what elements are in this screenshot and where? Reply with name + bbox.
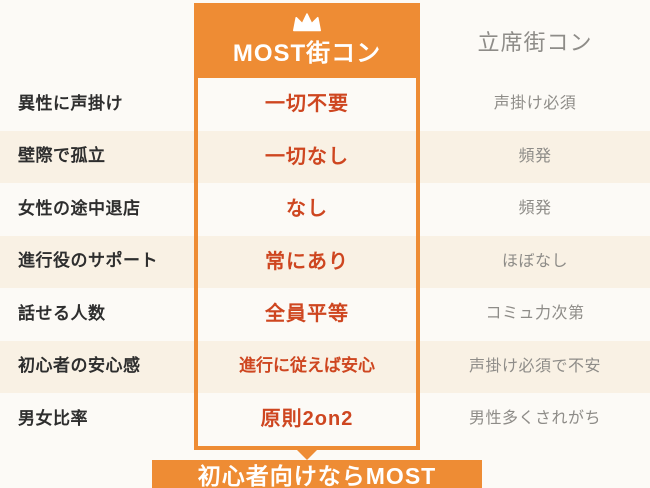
row-label: 女性の途中退店 bbox=[18, 198, 141, 218]
row-label: 話せる人数 bbox=[18, 303, 106, 323]
table-row: 異性に声掛け 一切不要 声掛け必須 bbox=[0, 78, 650, 131]
table-body: 異性に声掛け 一切不要 声掛け必須 壁際で孤立 一切なし 頻発 女性の途中退店 … bbox=[0, 78, 650, 446]
most-value: 一切なし bbox=[265, 145, 349, 168]
other-value: 頻発 bbox=[518, 147, 552, 165]
most-column-header: MOST街コン bbox=[194, 3, 420, 78]
other-value: 男性多くされがち bbox=[468, 410, 601, 428]
most-value: 原則2on2 bbox=[260, 408, 354, 431]
crown-icon bbox=[293, 13, 321, 32]
conclusion-banner: 初心者向けならMOST bbox=[152, 460, 482, 488]
table-row: 進行役のサポート 常にあり ほぼなし bbox=[0, 235, 650, 288]
most-value: なし bbox=[286, 198, 328, 221]
other-column-header: 立席街コン bbox=[477, 29, 593, 55]
other-value: コミュ力次第 bbox=[485, 305, 585, 323]
other-value: 頻発 bbox=[518, 200, 552, 218]
other-value: ほぼなし bbox=[501, 252, 568, 270]
arrow-down-icon bbox=[297, 450, 317, 460]
most-column-title: MOST街コン bbox=[232, 40, 382, 67]
row-label: 異性に声掛け bbox=[18, 93, 123, 113]
row-label: 壁際で孤立 bbox=[18, 146, 106, 166]
table-row: 話せる人数 全員平等 コミュ力次第 bbox=[0, 288, 650, 341]
most-value: 進行に従えば安心 bbox=[239, 356, 375, 376]
most-value: 一切不要 bbox=[265, 93, 349, 116]
other-value: 声掛け必須で不安 bbox=[468, 357, 601, 375]
other-value: 声掛け必須 bbox=[493, 95, 577, 113]
table-row: 壁際で孤立 一切なし 頻発 bbox=[0, 130, 650, 183]
row-label: 初心者の安心感 bbox=[18, 356, 141, 376]
most-value: 全員平等 bbox=[265, 303, 349, 326]
table-row: 初心者の安心感 進行に従えば安心 声掛け必須で不安 bbox=[0, 340, 650, 393]
most-value: 常にあり bbox=[265, 250, 349, 273]
row-label: 男女比率 bbox=[18, 408, 88, 428]
table-row: 男女比率 原則2on2 男性多くされがち bbox=[0, 393, 650, 446]
row-label: 進行役のサポート bbox=[18, 251, 158, 271]
table-row: 女性の途中退店 なし 頻発 bbox=[0, 183, 650, 236]
